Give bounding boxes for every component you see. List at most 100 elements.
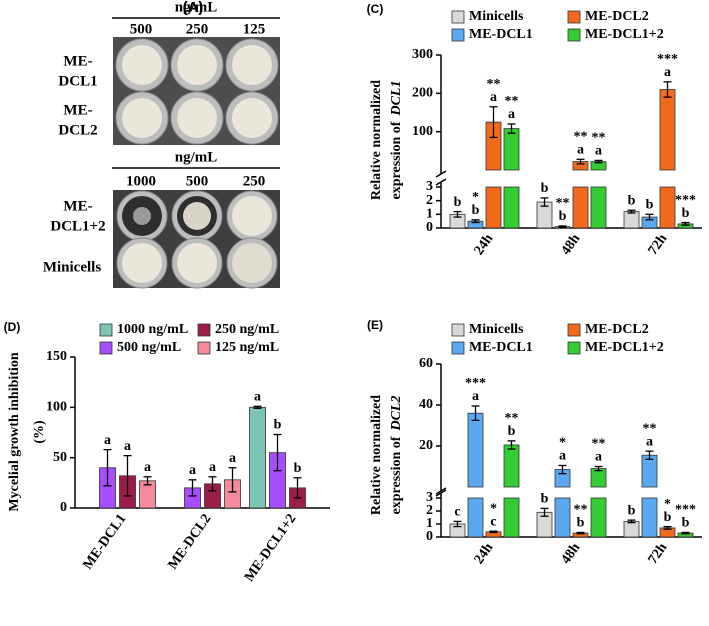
significance-letter: a [490,90,497,105]
y-axis-label: Mycelial growth inhibition [7,352,22,511]
x-tick-label: 72h [646,231,671,258]
bar [249,406,266,509]
legend-label: 500 ng/mL [117,340,181,355]
y-tick-label: 1 [426,207,433,222]
significance-letter: b [541,181,549,196]
y-tick-label: 2 [426,503,433,518]
unit-label: ng/mL [175,0,218,15]
significance-letter: a [209,460,216,475]
y-axis-label: expression of DCL2 [389,396,404,515]
significance-stars: * [559,436,566,451]
legend-label: 125 ng/mL [215,340,279,355]
axis-break [435,489,447,497]
significance-stars: * [490,501,497,516]
axis-break [435,178,447,186]
significance-letter: a [472,389,479,404]
x-tick-label: ME-DCL2 [166,512,215,573]
concentration: 125 [243,21,266,37]
significance-stars: ** [505,411,519,426]
row-label: DCL1+2 [50,218,105,234]
row-label: DCL1 [58,73,97,89]
y-tick-label: 3 [426,179,433,194]
legend-swatch [197,323,211,337]
significance-stars: *** [465,376,486,391]
legend-swatch [451,323,465,337]
significance-stars: ** [556,196,570,211]
significance-letter: c [490,514,496,529]
legend-label: ME-DCL2 [585,9,649,24]
significance-stars: ** [487,77,501,92]
legend-label: ME-DCL2 [585,322,649,337]
significance-letter: b [274,418,282,433]
y-tick-label: 50 [53,450,67,465]
bar [590,497,607,538]
legend-swatch [99,341,113,355]
x-tick-label: ME-DCL1+2 [242,512,299,585]
significance-letter: a [254,390,261,405]
y-tick-label: 20 [419,438,433,453]
significance-stars: ** [574,503,588,518]
axis-break [435,487,447,495]
significance-letter: a [595,450,602,465]
y-tick-label: 0 [60,500,67,515]
significance-letter: b [508,424,516,439]
legend-label: Minicells [469,322,524,337]
significance-letter: a [124,439,131,454]
y-axis-label: Relative normalized [369,80,384,200]
bar [485,186,502,229]
bar [659,186,676,229]
bar [503,497,520,538]
legend-label: ME-DCL1 [469,340,533,355]
concentration: 1000 [126,173,156,189]
bar [554,497,571,538]
significance-letter: b [628,503,636,518]
y-tick-label: 3 [426,490,433,505]
x-tick-label: 48h [559,540,584,567]
significance-stars: *** [675,503,696,518]
x-tick-label: 24h [472,540,497,567]
panel-label: (D) [4,320,21,334]
panel-label: (A) [183,0,204,16]
row-label: ME- [63,198,92,214]
significance-letter: b [682,516,690,531]
significance-stars: *** [675,193,696,208]
legend-swatch [451,341,465,355]
gene-name: DCL2 [389,396,404,432]
significance-letter: b [646,198,654,213]
bar [641,497,658,538]
row-label: Minicells [43,259,101,275]
legend-label: ME-DCL1+2 [585,27,664,42]
bar [623,211,640,229]
legend-swatch [99,323,113,337]
legend-swatch [567,341,581,355]
bar [572,186,589,229]
row-label: ME- [63,53,92,69]
y-tick-label: 60 [419,356,433,371]
significance-stars: ** [592,437,606,452]
bar [623,521,640,538]
significance-letter: b [682,206,690,221]
significance-letter: b [541,492,549,507]
legend-label: ME-DCL1+2 [585,340,664,355]
significance-stars: * [472,190,479,205]
bar [467,412,484,488]
concentration: 250 [243,173,266,189]
x-tick-label: 48h [559,231,584,258]
significance-letter: a [189,463,196,478]
significance-letter: c [454,505,460,520]
y-axis-label: Relative normalized [369,395,384,515]
panel-label: (E) [367,318,383,332]
significance-letter: a [664,65,671,80]
y-tick-label: 100 [412,124,433,139]
significance-letter: a [144,460,151,475]
row-label: DCL2 [58,122,97,138]
mycelium [122,196,272,283]
significance-letter: b [577,516,585,531]
concentration: 500 [130,21,153,37]
gene-name: DCL1 [389,81,404,117]
significance-letter: a [104,433,111,448]
y-tick-label: 100 [46,400,67,415]
y-axis-label: expression of DCL1 [389,81,404,200]
legend-swatch [567,10,581,24]
significance-stars: *** [657,52,678,67]
